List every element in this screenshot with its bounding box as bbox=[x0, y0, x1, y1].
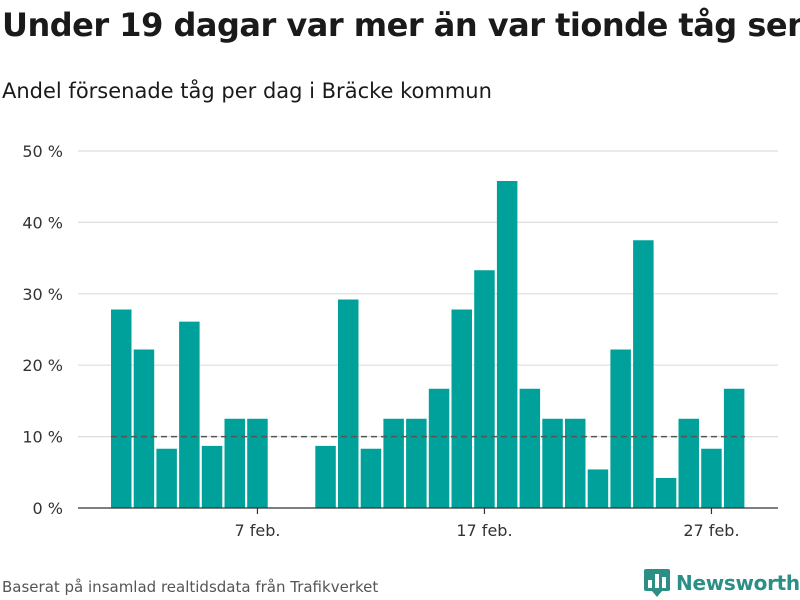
bar bbox=[542, 418, 563, 508]
bar bbox=[655, 478, 677, 508]
bar bbox=[201, 445, 223, 508]
bar bbox=[678, 418, 699, 508]
source-note: Baserat på insamlad realtidsdata från Tr… bbox=[2, 578, 379, 596]
bar bbox=[496, 180, 518, 508]
chart-title: Under 19 dagar var mer än var tionde tåg… bbox=[2, 6, 800, 44]
x-tick-label: 7 feb. bbox=[234, 521, 280, 540]
bar bbox=[451, 309, 472, 508]
bar bbox=[179, 321, 200, 508]
bar bbox=[156, 448, 177, 508]
bar bbox=[133, 349, 155, 508]
bar bbox=[610, 349, 631, 508]
bar bbox=[360, 448, 382, 508]
y-tick-label: 20 % bbox=[22, 356, 63, 375]
x-tick-label: 27 feb. bbox=[683, 521, 739, 540]
bar bbox=[565, 418, 586, 508]
y-tick-label: 10 % bbox=[22, 428, 63, 447]
bar bbox=[406, 418, 427, 508]
bar-chart-logo-icon bbox=[644, 569, 670, 597]
bar bbox=[338, 299, 359, 508]
x-tick-label: 17 feb. bbox=[456, 521, 512, 540]
y-tick-label: 50 % bbox=[22, 142, 63, 161]
bar bbox=[701, 448, 722, 508]
bar bbox=[224, 418, 245, 508]
bar bbox=[315, 445, 336, 508]
y-tick-label: 30 % bbox=[22, 285, 63, 304]
bar bbox=[111, 309, 132, 508]
bar bbox=[383, 418, 404, 508]
bar bbox=[519, 388, 541, 508]
bar bbox=[633, 240, 654, 508]
y-tick-label: 0 % bbox=[33, 499, 63, 518]
brand-name: Newsworthy bbox=[676, 571, 800, 595]
brand-logo: Newsworthy bbox=[644, 569, 800, 597]
bar bbox=[247, 418, 268, 508]
bar bbox=[587, 469, 609, 508]
bar bbox=[723, 388, 745, 508]
chart-subtitle: Andel försenade tåg per dag i Bräcke kom… bbox=[2, 79, 492, 103]
bar bbox=[474, 270, 495, 508]
bar bbox=[428, 388, 450, 508]
y-tick-label: 40 % bbox=[22, 213, 63, 232]
